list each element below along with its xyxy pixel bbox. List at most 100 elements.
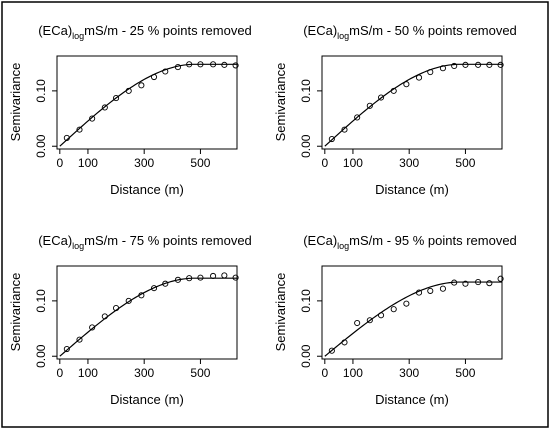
x-tick-label: 100 (78, 366, 98, 380)
data-point (439, 65, 446, 72)
data-point (403, 300, 410, 307)
data-point (150, 73, 158, 81)
data-point (497, 275, 504, 282)
x-tick-label: 300 (399, 156, 419, 170)
data-point (138, 292, 145, 299)
data-point (390, 306, 397, 313)
data-point (486, 61, 493, 68)
x-tick-label: 500 (190, 366, 210, 380)
panel-2: (ECa)logmS/m - 50 % points removed 0 100 3… (273, 23, 517, 197)
title-subscript: log (337, 241, 349, 251)
data-point (162, 280, 169, 287)
data-point (138, 82, 145, 89)
panel-3: (ECa)logmS/m - 75 % points removed 0 100 3… (8, 233, 252, 407)
y-axis: 0.00 0.10 (34, 289, 57, 368)
model-curve (324, 63, 502, 147)
data-point (76, 126, 83, 133)
title-prefix: (ECa) (38, 23, 72, 38)
data-point (451, 279, 458, 286)
plot-frame (321, 55, 503, 150)
x-tick-label: 0 (56, 366, 63, 380)
data-point (113, 95, 120, 102)
data-point (76, 336, 83, 343)
x-tick-label: 300 (399, 366, 419, 380)
data-point (210, 61, 217, 68)
data-point (451, 62, 458, 70)
x-tick-label: 500 (455, 156, 475, 170)
x-tick-label: 0 (321, 156, 328, 170)
data-point (210, 272, 217, 280)
plot-frame (56, 55, 238, 150)
data-point (439, 285, 446, 292)
panel-title: (ECa)logmS/m - 25 % points removed (38, 23, 252, 41)
points (63, 272, 239, 353)
x-axis: 0 100 300 500 (56, 359, 211, 380)
x-tick-label: 500 (455, 366, 475, 380)
title-subscript: log (72, 31, 84, 41)
data-point (232, 62, 239, 69)
y-tick-label: 0.10 (299, 289, 313, 313)
data-point (186, 275, 193, 282)
y-axis: 0.00 0.10 (299, 79, 322, 158)
data-point (113, 305, 120, 312)
data-point (174, 276, 181, 283)
model-curve (59, 63, 237, 147)
x-axis-label: Distance (m) (110, 392, 184, 407)
data-point (341, 339, 348, 346)
title-subscript: log (72, 241, 84, 251)
model-curve (324, 281, 502, 357)
x-axis-label: Distance (m) (375, 392, 449, 407)
data-point (101, 313, 108, 320)
data-point (427, 287, 434, 294)
data-point (378, 94, 385, 101)
title-subscript: log (337, 31, 349, 41)
plot-frame (321, 265, 503, 360)
data-point (125, 297, 132, 304)
panel-4: (ECa)logmS/m - 95 % points removed 0 100 3… (273, 233, 517, 407)
data-point (221, 61, 228, 68)
panel-title: (ECa)logmS/m - 95 % points removed (303, 233, 517, 251)
data-point (497, 61, 504, 68)
data-point (475, 61, 482, 68)
data-point (63, 345, 70, 353)
data-point (63, 134, 70, 141)
data-point (415, 74, 423, 81)
data-point (328, 135, 335, 143)
x-tick-label: 0 (56, 156, 63, 170)
title-prefix: (ECa) (303, 23, 337, 38)
data-point (462, 61, 469, 68)
x-axis-label: Distance (m) (110, 182, 184, 197)
data-point (378, 312, 385, 319)
points (328, 61, 504, 143)
data-point (462, 280, 469, 287)
y-tick-label: 0.00 (299, 134, 313, 158)
x-tick-label: 100 (343, 156, 363, 170)
panel-1: (ECa)logmS/m - 25 % points removed 0 100 3… (8, 23, 252, 197)
y-tick-label: 0.00 (34, 344, 48, 368)
data-point (328, 347, 335, 354)
y-tick-label: 0.10 (34, 79, 48, 103)
y-axis-label: Semivariance (8, 273, 23, 352)
data-point (197, 274, 204, 281)
data-point (221, 272, 228, 279)
x-axis-label: Distance (m) (375, 182, 449, 197)
title-prefix: (ECa) (38, 233, 72, 248)
x-tick-label: 500 (190, 156, 210, 170)
x-tick-label: 0 (321, 366, 328, 380)
data-point (354, 319, 361, 327)
x-axis: 0 100 300 500 (321, 149, 476, 170)
data-point (415, 289, 423, 296)
data-point (125, 87, 132, 94)
data-point (89, 115, 96, 122)
title-suffix: mS/m - 50 % points removed (349, 23, 517, 38)
y-axis-label: Semivariance (273, 63, 288, 142)
data-point (89, 324, 96, 331)
data-point (101, 104, 108, 111)
data-point (186, 61, 193, 68)
y-axis-label: Semivariance (8, 63, 23, 142)
title-suffix: mS/m - 75 % points removed (84, 233, 252, 248)
data-point (232, 274, 239, 281)
data-point (341, 126, 348, 133)
x-axis: 0 100 300 500 (56, 149, 211, 170)
